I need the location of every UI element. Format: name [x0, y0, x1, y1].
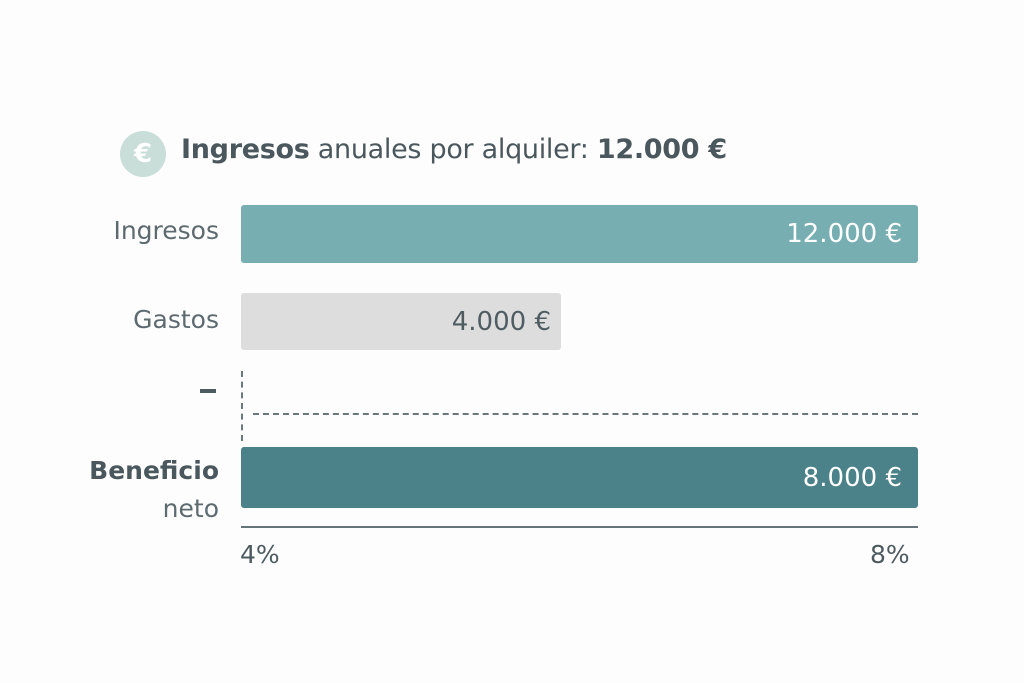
bar-value-beneficio: 8.000 € [802, 462, 902, 493]
x-tick-left: 4% [240, 540, 280, 569]
title-regular: anuales por alquiler: [309, 134, 597, 165]
x-tick-right: 8% [870, 540, 910, 569]
bar-value-gastos: 4.000 € [451, 306, 551, 337]
bar-beneficio-neto: 8.000 € [241, 447, 918, 508]
row-label-gastos: Gastos [133, 305, 219, 334]
horizontal-dashed-divider [253, 413, 918, 415]
minus-sign-icon [200, 389, 216, 393]
title-bold: Ingresos [181, 134, 310, 165]
bar-ingresos: 12.000 € [241, 205, 918, 263]
vertical-dashed-divider [241, 371, 243, 441]
row-label-beneficio: Beneficio [89, 456, 219, 485]
bar-value-ingresos: 12.000 € [786, 219, 902, 249]
bar-gastos: 4.000 € [241, 293, 561, 350]
chart-title: Ingresos anuales por alquiler: 12.000 € [181, 134, 727, 165]
euro-icon: € [120, 131, 166, 177]
row-label-neto: neto [162, 494, 219, 523]
title-value: 12.000 € [596, 134, 727, 165]
row-label-ingresos: Ingresos [113, 216, 219, 245]
x-axis-line [241, 526, 918, 528]
